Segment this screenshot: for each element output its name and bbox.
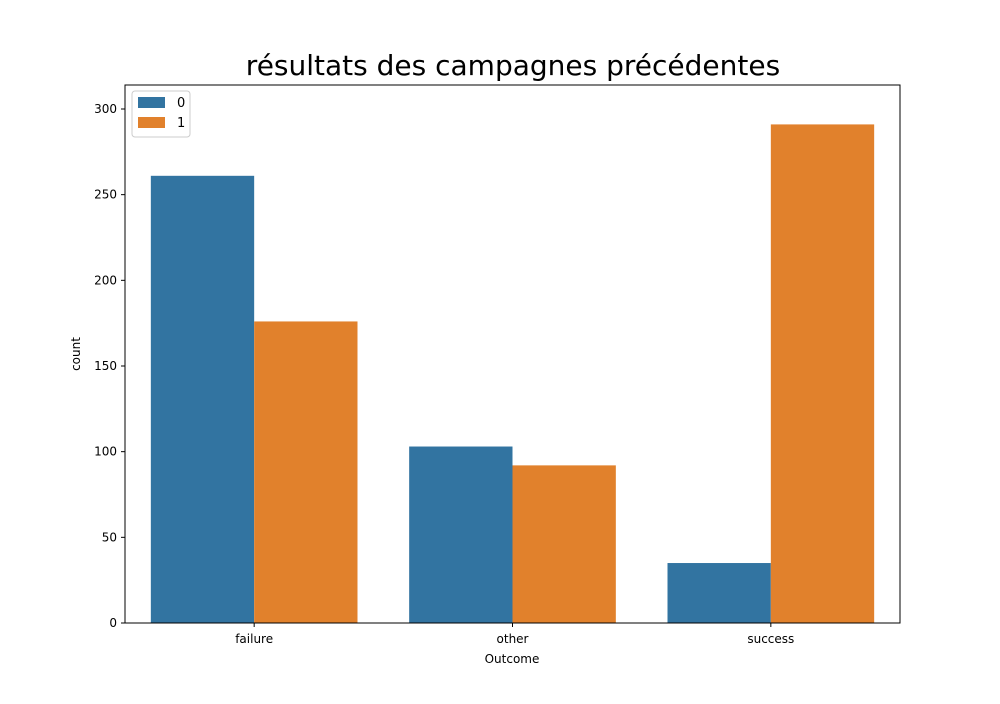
x-tick-label-success: success [747,632,794,646]
y-tick-label: 250 [94,188,117,202]
legend-swatch-1 [138,117,165,128]
bar-other-series-1 [512,465,616,623]
legend-label-1: 1 [177,116,185,131]
y-axis: 0 50 100 150 200 250 300 [94,102,125,630]
bar-failure-series-1 [254,321,358,623]
y-tick-label: 200 [94,273,117,287]
x-axis: failure other success [235,623,794,646]
y-tick-label: 100 [94,445,117,459]
x-tick-label-other: other [497,632,529,646]
bar-success-series-1 [770,124,875,623]
legend: 01 [131,90,191,138]
legend-swatch-0 [138,97,165,108]
x-axis-label: Outcome [485,652,540,666]
bars-layer [150,124,875,624]
y-axis-label: count [69,337,83,371]
x-tick-label-failure: failure [235,632,273,646]
y-tick-label: 150 [94,359,117,373]
bar-success-series-0 [667,563,771,623]
legend-label-0: 0 [177,96,185,111]
chart-title: résultats des campagnes précédentes [246,49,780,82]
y-tick-label: 50 [102,530,117,544]
bar-other-series-0 [409,446,513,623]
y-tick-label: 300 [94,102,117,116]
y-tick-label: 0 [109,616,117,630]
bar-failure-series-0 [150,175,255,624]
